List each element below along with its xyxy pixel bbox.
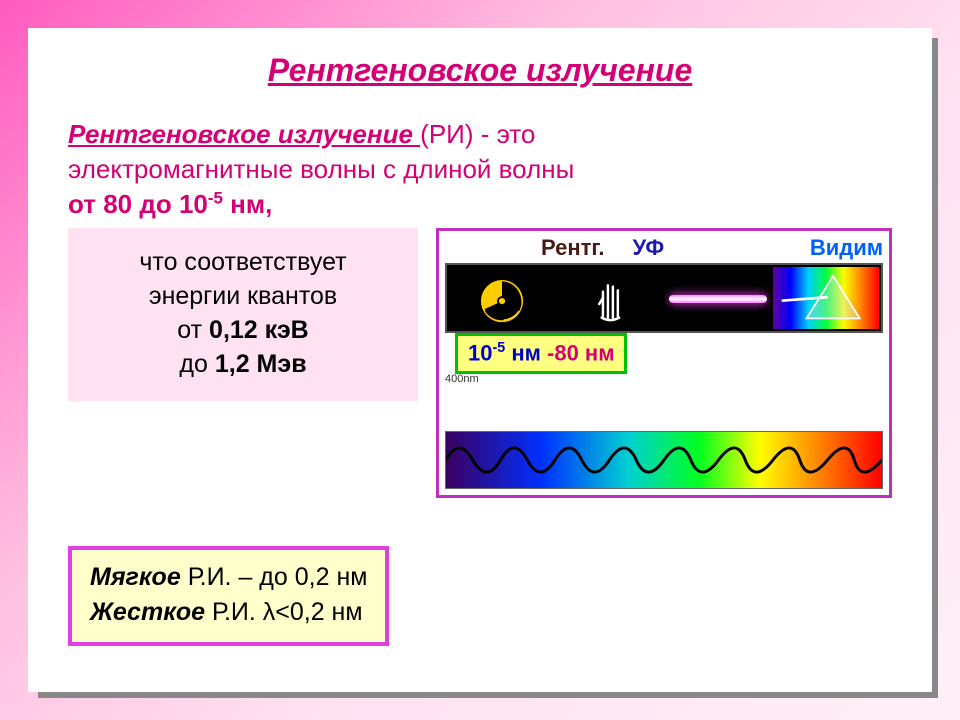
quantum-energy-box: что соответствует энергии квантов от 0,1… [68,228,418,401]
label-rentg: Рентг. [541,235,605,261]
quantum-l3: от 0,12 кэВ [82,314,404,348]
spectrum-panel: Рентг. УФ Видим [436,228,892,498]
definition-abbrev: (РИ) - это [420,119,535,149]
range-pre: от 80 до 10 [68,189,208,219]
radiation-icon [449,267,555,329]
visible-prism-icon [773,267,879,329]
quantum-l2: энергии квантов [82,280,404,314]
spectrum-labels: Рентг. УФ Видим [445,235,883,261]
quantum-l1: что соответствует [82,246,404,280]
definition-block: Рентгеновское излучение (РИ) - это элект… [68,117,892,222]
label-vidim: Видим [810,235,883,261]
range-exp: -5 [208,189,223,208]
label-uf: УФ [633,235,665,261]
quantum-l4: до 1,2 Мэв [82,348,404,382]
definition-line2: электромагнитные волны с длиной волны [68,154,574,184]
hard-line: Жесткое Р.И. λ<0,2 нм [90,595,367,630]
soft-line: Мягкое Р.И. – до 0,2 нм [90,560,367,595]
range-unit: нм, [223,189,272,219]
xray-hand-icon [557,267,663,329]
wavelength-range-badge: 10-5 нм -80 нм [455,333,627,373]
middle-row: что соответствует энергии квантов от 0,1… [68,228,892,498]
title-text: Рентгеновское излучение [268,52,693,88]
slide-container: Рентгеновское излучение Рентгеновское из… [28,28,932,692]
uv-icon [665,267,771,329]
wave-strip [445,431,883,489]
spectrum-icons [445,263,883,333]
definition-lead: Рентгеновское излучение [68,119,420,149]
definition-range: от 80 до 10-5 нм, [68,189,272,219]
scale-left-text: 400nm [445,373,883,385]
slide: Рентгеновское излучение Рентгеновское из… [28,28,932,692]
slide-title: Рентгеновское излучение [68,52,892,89]
soft-hard-box: Мягкое Р.И. – до 0,2 нм Жесткое Р.И. λ<0… [68,546,389,646]
